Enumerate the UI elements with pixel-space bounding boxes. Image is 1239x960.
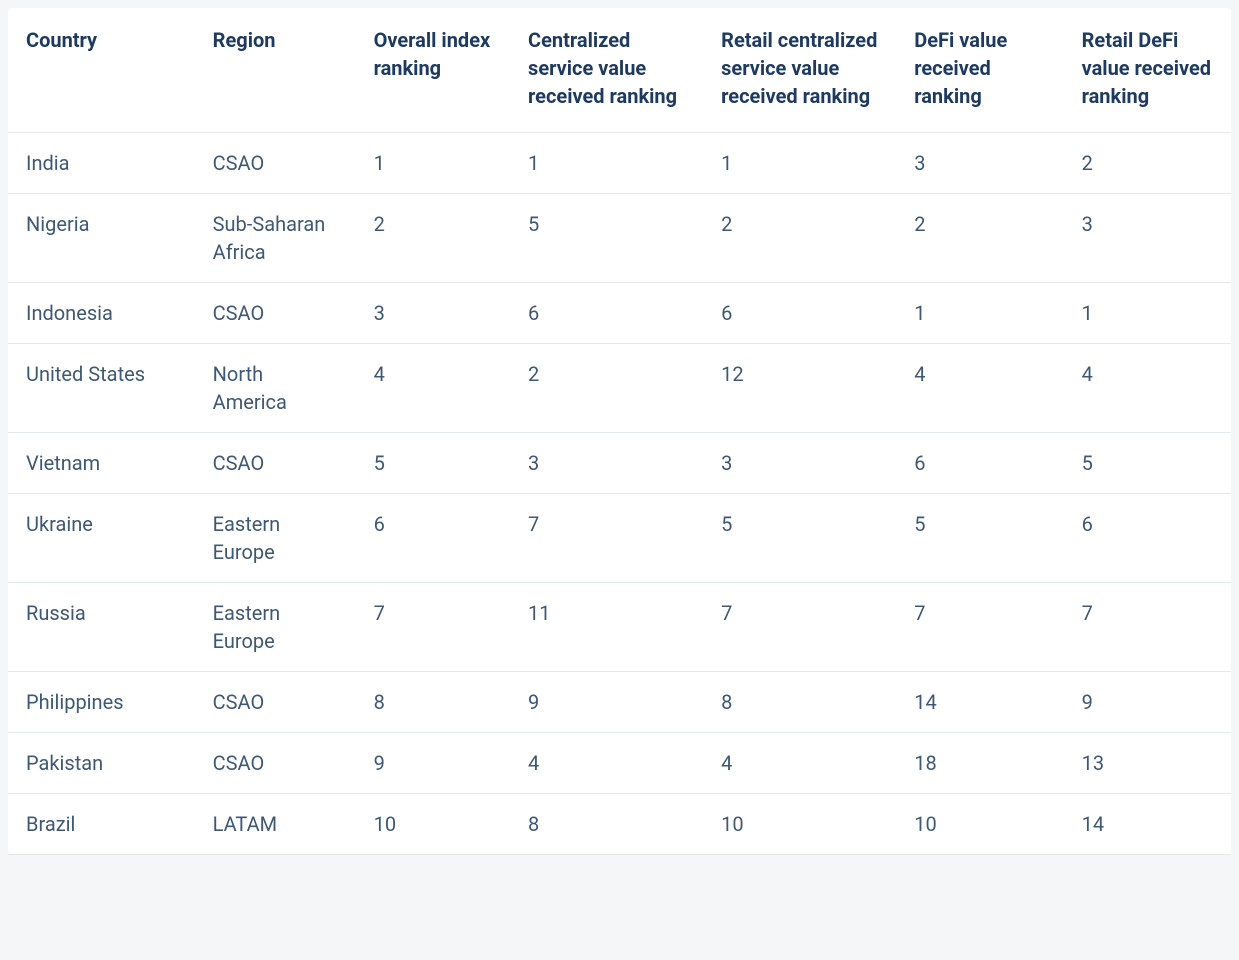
cell-csvr: 9 (510, 672, 703, 733)
cell-rdefi: 1 (1064, 283, 1231, 344)
cell-overall: 8 (356, 672, 510, 733)
cell-region: Eastern Europe (195, 583, 356, 672)
table-row: United States North America 4 2 12 4 4 (8, 344, 1231, 433)
cell-region: North America (195, 344, 356, 433)
cell-region: Eastern Europe (195, 494, 356, 583)
cell-region: CSAO (195, 433, 356, 494)
cell-defi: 18 (896, 733, 1063, 794)
cell-region: CSAO (195, 733, 356, 794)
cell-rcsvr: 6 (703, 283, 896, 344)
cell-rcsvr: 12 (703, 344, 896, 433)
cell-country: Brazil (8, 794, 195, 855)
cell-defi: 2 (896, 194, 1063, 283)
cell-csvr: 5 (510, 194, 703, 283)
cell-csvr: 2 (510, 344, 703, 433)
header-retail-defi-value-received-ranking: Retail DeFi value received ranking (1064, 8, 1231, 133)
cell-rcsvr: 7 (703, 583, 896, 672)
table-row: Vietnam CSAO 5 3 3 6 5 (8, 433, 1231, 494)
cell-defi: 5 (896, 494, 1063, 583)
cell-country: United States (8, 344, 195, 433)
cell-country: Indonesia (8, 283, 195, 344)
rankings-table-container: Country Region Overall index ranking Cen… (8, 8, 1231, 855)
cell-csvr: 3 (510, 433, 703, 494)
cell-rdefi: 7 (1064, 583, 1231, 672)
cell-defi: 10 (896, 794, 1063, 855)
cell-rdefi: 6 (1064, 494, 1231, 583)
cell-csvr: 1 (510, 133, 703, 194)
cell-overall: 9 (356, 733, 510, 794)
cell-region: CSAO (195, 672, 356, 733)
cell-country: Nigeria (8, 194, 195, 283)
cell-rcsvr: 10 (703, 794, 896, 855)
cell-overall: 10 (356, 794, 510, 855)
cell-country: Philippines (8, 672, 195, 733)
cell-rcsvr: 2 (703, 194, 896, 283)
cell-rdefi: 2 (1064, 133, 1231, 194)
cell-region: Sub-Saharan Africa (195, 194, 356, 283)
cell-rdefi: 5 (1064, 433, 1231, 494)
cell-rcsvr: 3 (703, 433, 896, 494)
cell-csvr: 7 (510, 494, 703, 583)
cell-overall: 4 (356, 344, 510, 433)
cell-rdefi: 4 (1064, 344, 1231, 433)
table-row: Nigeria Sub-Saharan Africa 2 5 2 2 3 (8, 194, 1231, 283)
table-row: Ukraine Eastern Europe 6 7 5 5 6 (8, 494, 1231, 583)
cell-rdefi: 14 (1064, 794, 1231, 855)
cell-defi: 4 (896, 344, 1063, 433)
table-row: Indonesia CSAO 3 6 6 1 1 (8, 283, 1231, 344)
header-retail-centralized-service-value-received-ranking: Retail centralized service value receive… (703, 8, 896, 133)
cell-defi: 14 (896, 672, 1063, 733)
cell-country: Russia (8, 583, 195, 672)
cell-csvr: 4 (510, 733, 703, 794)
table-header: Country Region Overall index ranking Cen… (8, 8, 1231, 133)
cell-region: CSAO (195, 133, 356, 194)
cell-country: Pakistan (8, 733, 195, 794)
header-country: Country (8, 8, 195, 133)
header-region: Region (195, 8, 356, 133)
table-row: India CSAO 1 1 1 3 2 (8, 133, 1231, 194)
cell-csvr: 11 (510, 583, 703, 672)
cell-overall: 1 (356, 133, 510, 194)
header-centralized-service-value-received-ranking: Centralized service value received ranki… (510, 8, 703, 133)
header-overall-index-ranking: Overall index ranking (356, 8, 510, 133)
cell-rcsvr: 5 (703, 494, 896, 583)
cell-defi: 1 (896, 283, 1063, 344)
cell-csvr: 8 (510, 794, 703, 855)
table-row: Pakistan CSAO 9 4 4 18 13 (8, 733, 1231, 794)
cell-rdefi: 9 (1064, 672, 1231, 733)
cell-country: Vietnam (8, 433, 195, 494)
cell-overall: 3 (356, 283, 510, 344)
cell-rdefi: 13 (1064, 733, 1231, 794)
rankings-table: Country Region Overall index ranking Cen… (8, 8, 1231, 855)
cell-defi: 7 (896, 583, 1063, 672)
cell-defi: 6 (896, 433, 1063, 494)
cell-overall: 7 (356, 583, 510, 672)
cell-rdefi: 3 (1064, 194, 1231, 283)
table-row: Philippines CSAO 8 9 8 14 9 (8, 672, 1231, 733)
cell-country: Ukraine (8, 494, 195, 583)
cell-region: LATAM (195, 794, 356, 855)
cell-overall: 2 (356, 194, 510, 283)
table-body: India CSAO 1 1 1 3 2 Nigeria Sub-Saharan… (8, 133, 1231, 855)
table-row: Russia Eastern Europe 7 11 7 7 7 (8, 583, 1231, 672)
header-row: Country Region Overall index ranking Cen… (8, 8, 1231, 133)
cell-rcsvr: 1 (703, 133, 896, 194)
table-row: Brazil LATAM 10 8 10 10 14 (8, 794, 1231, 855)
cell-rcsvr: 4 (703, 733, 896, 794)
cell-overall: 6 (356, 494, 510, 583)
header-defi-value-received-ranking: DeFi value received ranking (896, 8, 1063, 133)
cell-defi: 3 (896, 133, 1063, 194)
cell-region: CSAO (195, 283, 356, 344)
cell-overall: 5 (356, 433, 510, 494)
cell-rcsvr: 8 (703, 672, 896, 733)
cell-country: India (8, 133, 195, 194)
cell-csvr: 6 (510, 283, 703, 344)
